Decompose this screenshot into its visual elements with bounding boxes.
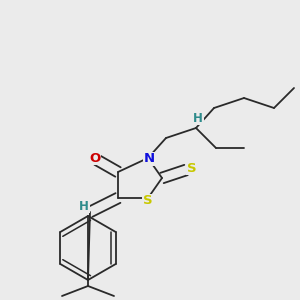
Text: H: H xyxy=(193,112,203,124)
Text: H: H xyxy=(79,200,89,212)
Text: S: S xyxy=(187,161,197,175)
Text: O: O xyxy=(89,152,100,164)
Text: S: S xyxy=(143,194,153,208)
Text: N: N xyxy=(143,152,155,166)
